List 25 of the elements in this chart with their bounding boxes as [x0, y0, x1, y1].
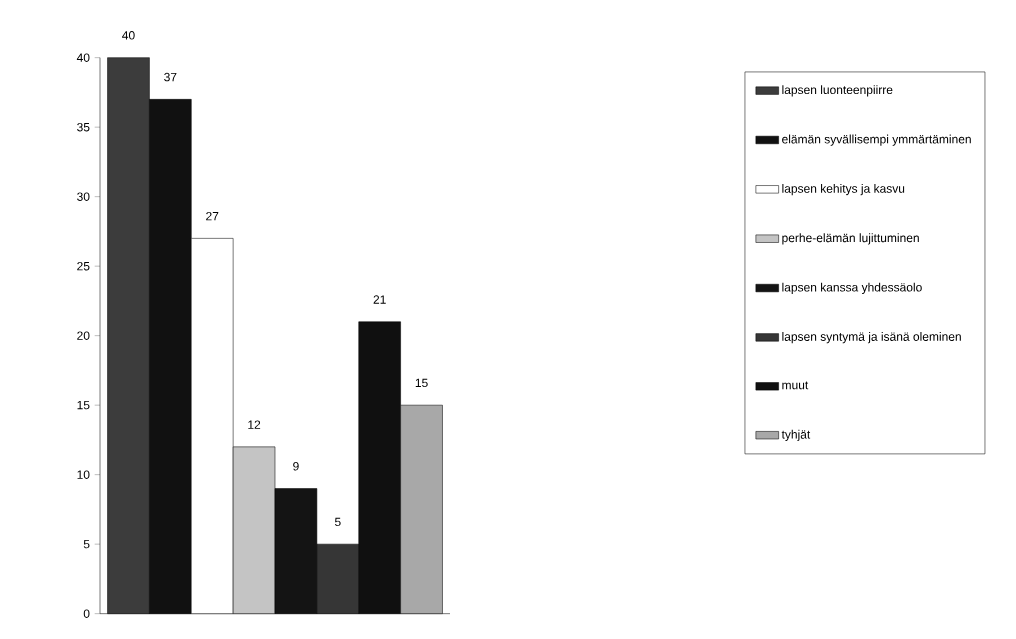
- y-tick-label: 35: [77, 123, 90, 132]
- legend-label: elämän syvällisempi ymmärtäminen: [782, 134, 971, 146]
- legend-label: perhe-elämän lujittuminen: [782, 233, 919, 245]
- data-label: 9: [293, 462, 299, 471]
- data-label: 21: [373, 295, 386, 304]
- y-tick-label: 20: [77, 331, 90, 341]
- y-tick-label: 0: [83, 609, 90, 619]
- legend-label: lapsen kehitys ja kasvu: [782, 184, 905, 196]
- y-tick-label: 15: [77, 401, 90, 410]
- y-tick-label: 10: [77, 470, 90, 480]
- data-label: 15: [415, 378, 428, 388]
- legend-label: tyhjät: [781, 430, 811, 442]
- y-tick-label: 5: [83, 540, 90, 549]
- data-label: 37: [164, 72, 177, 82]
- y-tick-label: 30: [77, 192, 90, 202]
- data-label: 40: [122, 31, 135, 40]
- legend-label: lapsen syntymä ja isänä oleminen: [782, 332, 961, 344]
- legend-label: lapsen kanssa yhdessäolo: [782, 282, 922, 295]
- legend-label: muut: [782, 381, 809, 390]
- data-label: 27: [206, 212, 219, 221]
- data-label: 5: [334, 517, 341, 527]
- data-label: 12: [248, 420, 261, 429]
- legend-label: lapsen luonteenpiirre: [782, 85, 893, 97]
- y-tick-label: 40: [76, 53, 90, 63]
- y-tick-label: 25: [77, 262, 90, 271]
